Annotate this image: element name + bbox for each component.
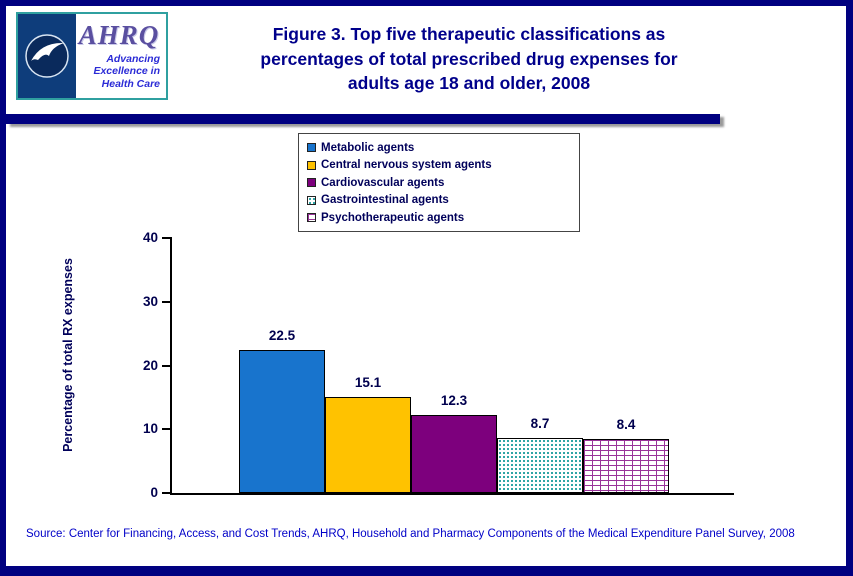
legend: Metabolic agents Central nervous system a…	[298, 133, 580, 232]
bar-value-label: 15.1	[354, 374, 382, 390]
legend-item: Gastrointestinal agents	[307, 192, 571, 210]
legend-item: Metabolic agents	[307, 139, 571, 157]
y-axis-title-text: Percentage of total RX expenses	[61, 258, 76, 452]
legend-swatch-icon	[307, 178, 316, 188]
y-tick-mark	[162, 300, 172, 303]
tagline-line: Health Care	[101, 77, 160, 90]
legend-label: Cardiovascular agents	[321, 176, 445, 189]
ahrq-tagline: Advancing Excellence in Health Care	[93, 53, 160, 89]
bar	[497, 437, 583, 493]
legend-label: Metabolic agents	[321, 141, 415, 154]
tagline-line: Excellence in	[93, 65, 160, 78]
bar	[239, 349, 325, 493]
figure-title-line: adults age 18 and older, 2008	[347, 73, 591, 93]
bar-value-label: 8.7	[530, 415, 550, 431]
bar-value-label: 8.4	[616, 417, 636, 433]
y-tick-label: 10	[142, 421, 158, 437]
bar-value-label: 22.5	[268, 327, 296, 343]
bar-value-label: 12.3	[440, 392, 468, 408]
legend-label: Gastrointestinal agents	[321, 194, 449, 207]
y-tick-label: 40	[142, 230, 158, 245]
legend-swatch-icon	[307, 213, 316, 223]
y-tick-mark	[162, 492, 172, 494]
legend-label: Central nervous system agents	[321, 159, 492, 172]
ahrq-logo-text: AHRQ Advancing Excellence in Health Care	[76, 14, 166, 98]
legend-swatch-icon	[307, 160, 316, 170]
tagline-line: Advancing	[106, 53, 160, 66]
bar	[583, 439, 669, 493]
legend-item: Cardiovascular agents	[307, 174, 571, 192]
header-divider-rule	[6, 114, 720, 124]
legend-swatch-icon	[307, 195, 316, 205]
ahrq-logo: AHRQ Advancing Excellence in Health Care	[16, 12, 168, 100]
bar	[325, 396, 411, 493]
hhs-eagle-seal-icon	[21, 30, 73, 82]
figure-title: Figure 3. Top five therapeutic classific…	[202, 22, 736, 96]
y-tick-mark	[162, 364, 172, 367]
y-tick-mark	[162, 428, 172, 431]
figure-title-line: Figure 3. Top five therapeutic classific…	[272, 24, 666, 44]
source-note: Source: Center for Financing, Access, an…	[26, 528, 795, 540]
ahrq-acronym: AHRQ	[78, 20, 160, 51]
legend-item: Central nervous system agents	[307, 157, 571, 175]
legend-item: Psychotherapeutic agents	[307, 209, 571, 227]
hhs-seal	[18, 14, 76, 98]
figure-title-line: percentages of total prescribed drug exp…	[260, 48, 678, 69]
y-tick-label: 30	[142, 293, 158, 309]
y-tick-mark	[162, 237, 172, 239]
legend-label: Psychotherapeutic agents	[321, 211, 465, 224]
y-tick-label: 20	[142, 357, 158, 373]
y-axis-title: Percentage of total RX expenses	[56, 224, 80, 486]
bar	[411, 414, 497, 493]
y-tick-label: 0	[150, 485, 158, 500]
legend-swatch-icon	[307, 143, 316, 153]
plot-area: 0 10 20 30 40 22.5 15.1 12.3 8.7 8.4	[143, 230, 734, 500]
